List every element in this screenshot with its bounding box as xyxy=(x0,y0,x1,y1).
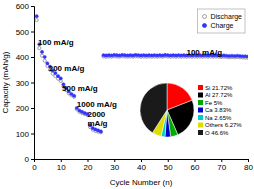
pie-label: Fe 5% xyxy=(205,100,223,106)
legend-marker xyxy=(202,15,206,19)
legend-label: Charge xyxy=(210,22,233,30)
pie-label-swatch xyxy=(198,108,203,113)
x-tick-label: 40 xyxy=(137,163,146,172)
y-tick-mark xyxy=(31,6,34,7)
x-tick: 80 xyxy=(244,159,253,172)
annotation: 1000 mA/g xyxy=(77,100,117,109)
pie-label: Al 27.72% xyxy=(205,92,233,98)
x-tick-label: 10 xyxy=(57,163,66,172)
y-tick-mark xyxy=(31,108,34,109)
x-tick-mark xyxy=(61,159,62,162)
x-tick-mark xyxy=(168,159,169,162)
annotation: 200 mA/g xyxy=(49,64,85,73)
data-point xyxy=(56,75,59,78)
y-tick-mark xyxy=(31,134,34,135)
data-point xyxy=(73,94,76,97)
data-point xyxy=(35,18,38,21)
data-point xyxy=(99,131,102,134)
pie-labels: Si 21.72%Al 27.72%Fe 5%Ca 3.83%Na 2.65%O… xyxy=(198,85,242,136)
y-tick-mark xyxy=(31,57,34,58)
x-tick-label: 80 xyxy=(244,163,253,172)
y-tick-label: 0 xyxy=(25,155,30,164)
pie-label-swatch xyxy=(198,100,203,105)
y-tick-label: 400 xyxy=(16,53,30,62)
annotation: 2000mA/g xyxy=(88,110,108,128)
data-point xyxy=(99,130,102,133)
data-point xyxy=(35,15,38,18)
y-tick: 600 xyxy=(16,2,34,11)
pie-label-swatch xyxy=(198,123,203,128)
y-tick-mark xyxy=(31,83,34,84)
x-tick: 30 xyxy=(110,159,119,172)
y-tick-label: 200 xyxy=(16,104,30,113)
y-tick: 500 xyxy=(16,28,34,37)
x-tick-mark xyxy=(221,159,222,162)
data-point xyxy=(40,50,43,53)
pie-label-swatch xyxy=(198,93,203,98)
x-tick: 0 xyxy=(32,159,37,172)
x-tick-label: 30 xyxy=(110,163,119,172)
x-tick-mark xyxy=(88,159,89,162)
pie-label: Ca 3.83% xyxy=(205,107,232,113)
y-tick-label: 300 xyxy=(16,79,30,88)
y-tick: 100 xyxy=(16,130,34,139)
y-tick-mark xyxy=(31,32,34,33)
y-tick-label: 600 xyxy=(16,2,30,11)
x-tick-mark xyxy=(114,159,115,162)
x-tick-label: 20 xyxy=(84,163,93,172)
y-axis-line xyxy=(31,7,35,160)
x-tick-mark xyxy=(141,159,142,162)
x-tick-label: 0 xyxy=(32,163,37,172)
y-tick-mark xyxy=(31,159,34,160)
data-point xyxy=(246,55,248,58)
data-point xyxy=(43,59,46,62)
y-axis-title: Capacity (mAh/g) xyxy=(1,51,10,113)
x-tick-mark xyxy=(248,159,249,162)
y-axis: 0 100 200 300 400 500 600 xyxy=(16,2,35,164)
data-point xyxy=(59,77,62,80)
y-tick: 300 xyxy=(16,79,34,88)
annotation: 100 mA/g xyxy=(38,38,74,47)
pie-label-swatch xyxy=(198,85,203,90)
data-point xyxy=(43,55,46,58)
pie-label: Na 2.65% xyxy=(205,115,232,121)
x-tick: 20 xyxy=(84,159,93,172)
x-axis: 0 10 20 30 40 50 60 70 80 xyxy=(32,159,253,172)
pie xyxy=(140,83,194,137)
y-tick: 0 xyxy=(25,155,34,164)
annotation: 500 mA/g xyxy=(62,84,98,93)
y-tick: 400 xyxy=(16,53,34,62)
legend-label: Discharge xyxy=(210,13,242,21)
y-tick: 200 xyxy=(16,104,34,113)
x-tick: 40 xyxy=(137,159,146,172)
pie-label-swatch xyxy=(198,115,203,120)
y-tick-label: 100 xyxy=(16,130,30,139)
x-tick: 70 xyxy=(217,159,226,172)
x-tick-label: 70 xyxy=(217,163,226,172)
legend-marker xyxy=(202,24,206,28)
x-tick: 50 xyxy=(164,159,173,172)
x-tick-mark xyxy=(195,159,196,162)
pie-label: Si 21.72% xyxy=(205,85,233,91)
pie-label: Others 6.27% xyxy=(205,122,242,128)
x-axis-line xyxy=(35,160,249,163)
x-tick: 10 xyxy=(57,159,66,172)
pie-label-swatch xyxy=(198,130,203,135)
x-axis-title: Cycle Number (n) xyxy=(110,178,173,187)
chart: 0 10 20 30 40 50 60 70 80 0 100 200 300 400 500 600 Cycl… xyxy=(0,0,254,189)
y-tick-label: 500 xyxy=(16,28,30,37)
pie-slice xyxy=(140,83,167,133)
legend: DischargeCharge xyxy=(197,9,245,33)
annotation: 100 mA/g xyxy=(186,48,222,57)
x-tick: 60 xyxy=(191,159,200,172)
x-tick-label: 60 xyxy=(191,163,200,172)
pie-label: O 46.6% xyxy=(205,130,229,136)
data-point xyxy=(38,46,41,49)
x-tick-label: 50 xyxy=(164,163,173,172)
legend-frame xyxy=(197,9,245,33)
